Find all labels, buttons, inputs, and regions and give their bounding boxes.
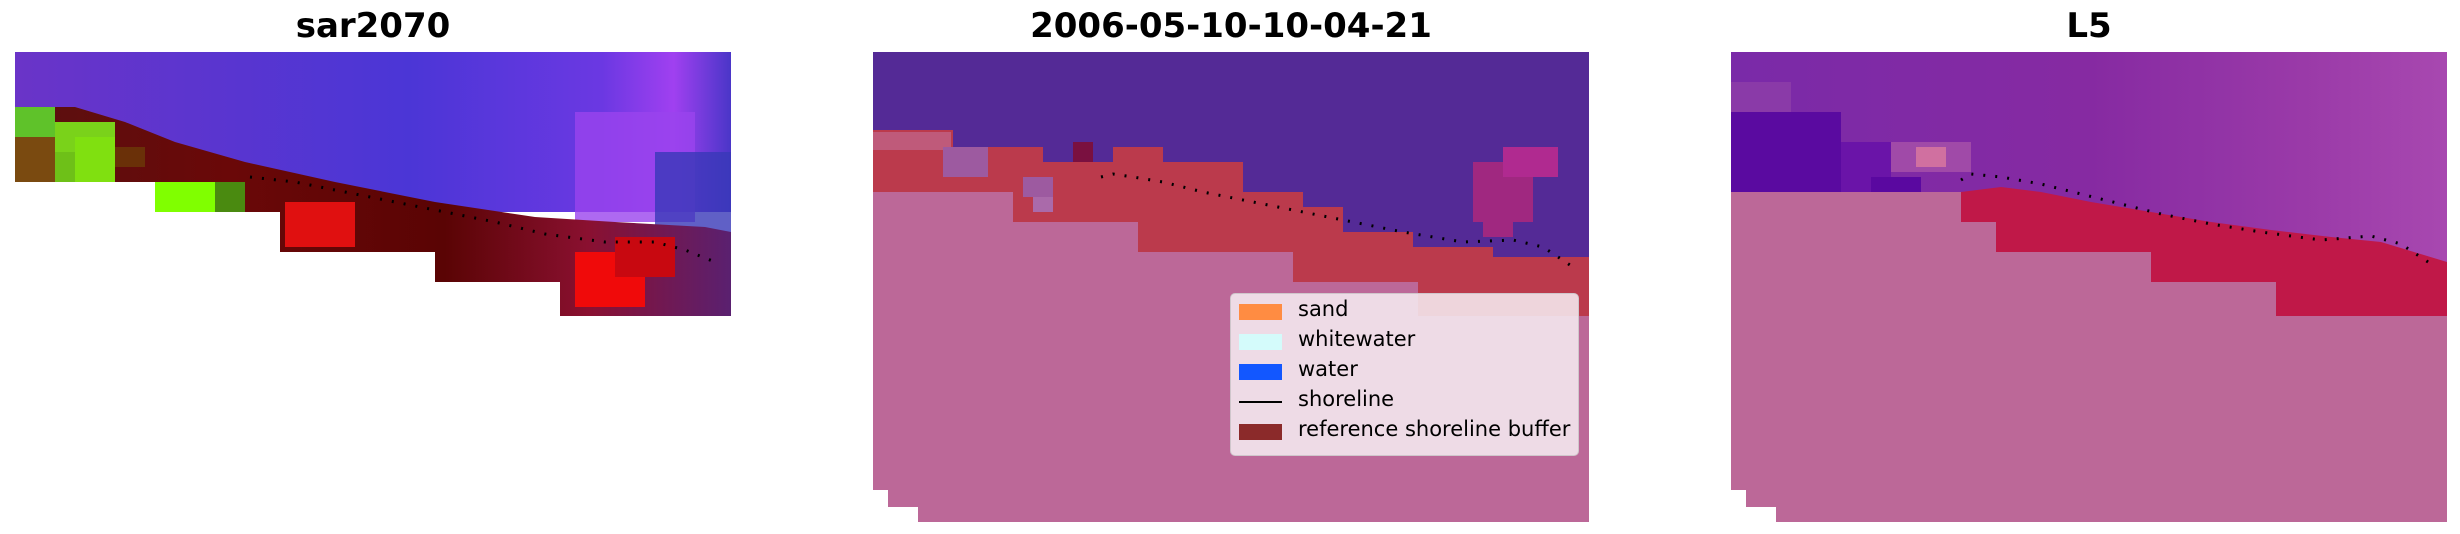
legend-label: reference shoreline buffer (1298, 417, 1571, 441)
satellite-image (1731, 52, 2447, 522)
legend-label: shoreline (1298, 387, 1395, 411)
legend-item-water: water (1231, 356, 1578, 386)
legend-item-sand: sand (1231, 296, 1578, 326)
legend-swatch-whitewater (1239, 334, 1282, 350)
legend: sand whitewater water shoreline referenc… (1230, 293, 1579, 456)
legend-item-buffer: reference shoreline buffer (1231, 416, 1578, 446)
legend-label: sand (1298, 297, 1349, 321)
legend-swatch-buffer (1239, 424, 1282, 440)
legend-label: water (1298, 357, 1358, 381)
legend-item-whitewater: whitewater (1231, 326, 1578, 356)
panel-title: sar2070 (295, 6, 451, 46)
satellite-image (15, 52, 731, 522)
legend-line-shoreline (1239, 401, 1282, 403)
legend-item-shoreline: shoreline (1231, 386, 1578, 416)
legend-swatch-sand (1239, 304, 1282, 320)
panel-title: L5 (2066, 6, 2112, 46)
panel-title: 2006-05-10-10-04-21 (1030, 6, 1432, 46)
legend-swatch-water (1239, 364, 1282, 380)
legend-label: whitewater (1298, 327, 1416, 351)
